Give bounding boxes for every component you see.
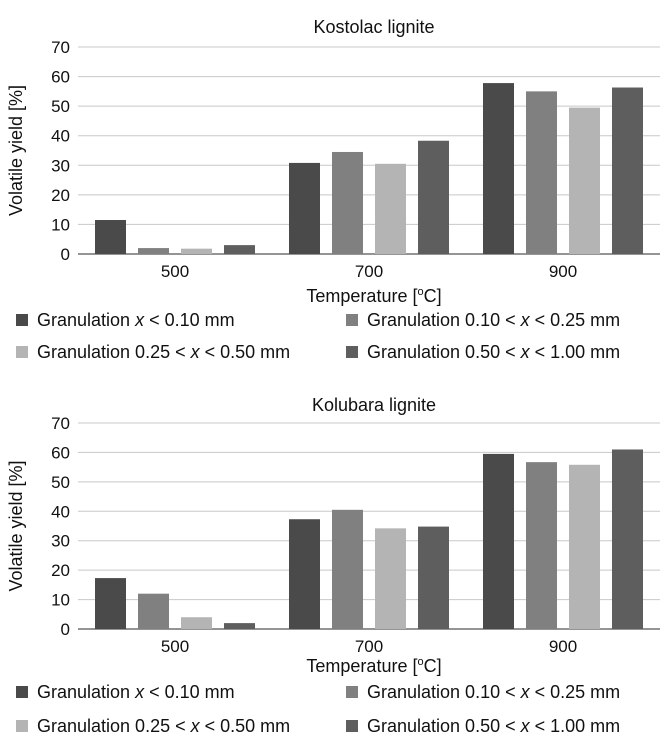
y-axis-label: Volatile yield [%] [6, 460, 26, 591]
y-tick-label: 20 [51, 186, 70, 205]
x-axis-label-main: Temperature [ [306, 286, 417, 306]
legend-label-series-2: Granulation 0.10 < x < 0.25 mm [367, 310, 620, 330]
bar-900-series-1 [483, 453, 514, 629]
y-tick-label: 10 [51, 591, 70, 610]
y-tick-label: 40 [51, 127, 70, 146]
y-tick-label: 20 [51, 561, 70, 580]
legend-label-series-3: Granulation 0.25 < x < 0.50 mm [37, 342, 290, 362]
bar-900-series-2 [526, 91, 557, 254]
bar-500-series-4 [224, 245, 255, 254]
x-tick-label: 700 [355, 262, 383, 281]
legend-label-series-2: Granulation 0.10 < x < 0.25 mm [367, 682, 620, 702]
x-tick-label: 500 [161, 262, 189, 281]
legend-swatch-series-2 [346, 314, 358, 326]
y-tick-label: 50 [51, 473, 70, 492]
x-axis-label-degree: o [417, 286, 423, 298]
chart-2: Kolubara lignite 0 10 20 30 40 50 60 70 Volatile … [6, 395, 660, 736]
legend-swatch-series-2 [346, 686, 358, 698]
bar-500-series-3 [181, 248, 212, 254]
legend-swatch-series-3 [16, 720, 28, 732]
legend-label-series-3: Granulation 0.25 < x < 0.50 mm [37, 716, 290, 736]
x-tick-label: 700 [355, 637, 383, 656]
bar-700-series-1 [289, 519, 320, 629]
bar-900-series-1 [483, 83, 514, 254]
y-tick-label: 60 [51, 443, 70, 462]
legend-label-series-4: Granulation 0.50 < x < 1.00 mm [367, 342, 620, 362]
chart-title: Kostolac lignite [313, 17, 434, 37]
bar-900-series-3 [569, 107, 600, 254]
y-tick-label: 10 [51, 215, 70, 234]
bar-700-series-3 [375, 528, 406, 629]
bar-500-series-2 [138, 248, 169, 254]
legend-label-series-1: Granulation x < 0.10 mm [37, 310, 235, 330]
y-tick-label: 40 [51, 502, 70, 521]
x-tick-label: 500 [161, 637, 189, 656]
y-tick-label: 70 [51, 38, 70, 57]
bar-900-series-4 [612, 87, 643, 255]
bar-900-series-4 [612, 449, 643, 629]
legend-swatch-series-4 [346, 720, 358, 732]
x-axis-label-degree: o [417, 656, 423, 668]
x-axis-label-unit: C] [424, 286, 442, 306]
chart-title: Kolubara lignite [312, 395, 436, 415]
y-tick-label: 30 [51, 156, 70, 175]
bar-700-series-4 [418, 526, 449, 629]
bar-500-series-1 [95, 578, 126, 629]
bar-700-series-4 [418, 140, 449, 254]
legend-swatch-series-4 [346, 346, 358, 358]
bar-700-series-2 [332, 509, 363, 629]
x-tick-label: 900 [549, 262, 577, 281]
y-axis-label: Volatile yield [%] [6, 85, 26, 216]
bar-500-series-3 [181, 617, 212, 629]
y-tick-label: 0 [61, 620, 70, 639]
legend-swatch-series-3 [16, 346, 28, 358]
y-tick-label: 30 [51, 532, 70, 551]
chart-1: Kostolac lignite 0 10 20 30 40 50 60 70 Volatile … [6, 17, 660, 362]
y-tick-label: 0 [61, 245, 70, 264]
x-tick-label: 900 [549, 637, 577, 656]
bar-700-series-2 [332, 151, 363, 254]
bar-500-series-4 [224, 623, 255, 629]
y-tick-label: 60 [51, 68, 70, 87]
y-tick-label: 70 [51, 414, 70, 433]
x-axis-label: Temperature [oC] [306, 286, 441, 306]
x-axis-label: Temperature [oC] [306, 656, 441, 676]
bar-500-series-1 [95, 219, 126, 254]
legend-swatch-series-1 [16, 686, 28, 698]
bar-700-series-1 [289, 162, 320, 254]
bar-900-series-3 [569, 464, 600, 629]
x-axis-label-main: Temperature [ [306, 656, 417, 676]
bar-700-series-3 [375, 163, 406, 254]
legend-label-series-4: Granulation 0.50 < x < 1.00 mm [367, 716, 620, 736]
bar-500-series-2 [138, 593, 169, 629]
bar-900-series-2 [526, 462, 557, 629]
legend-label-series-1: Granulation x < 0.10 mm [37, 682, 235, 702]
x-axis-label-unit: C] [424, 656, 442, 676]
y-tick-label: 50 [51, 97, 70, 116]
legend-swatch-series-1 [16, 314, 28, 326]
